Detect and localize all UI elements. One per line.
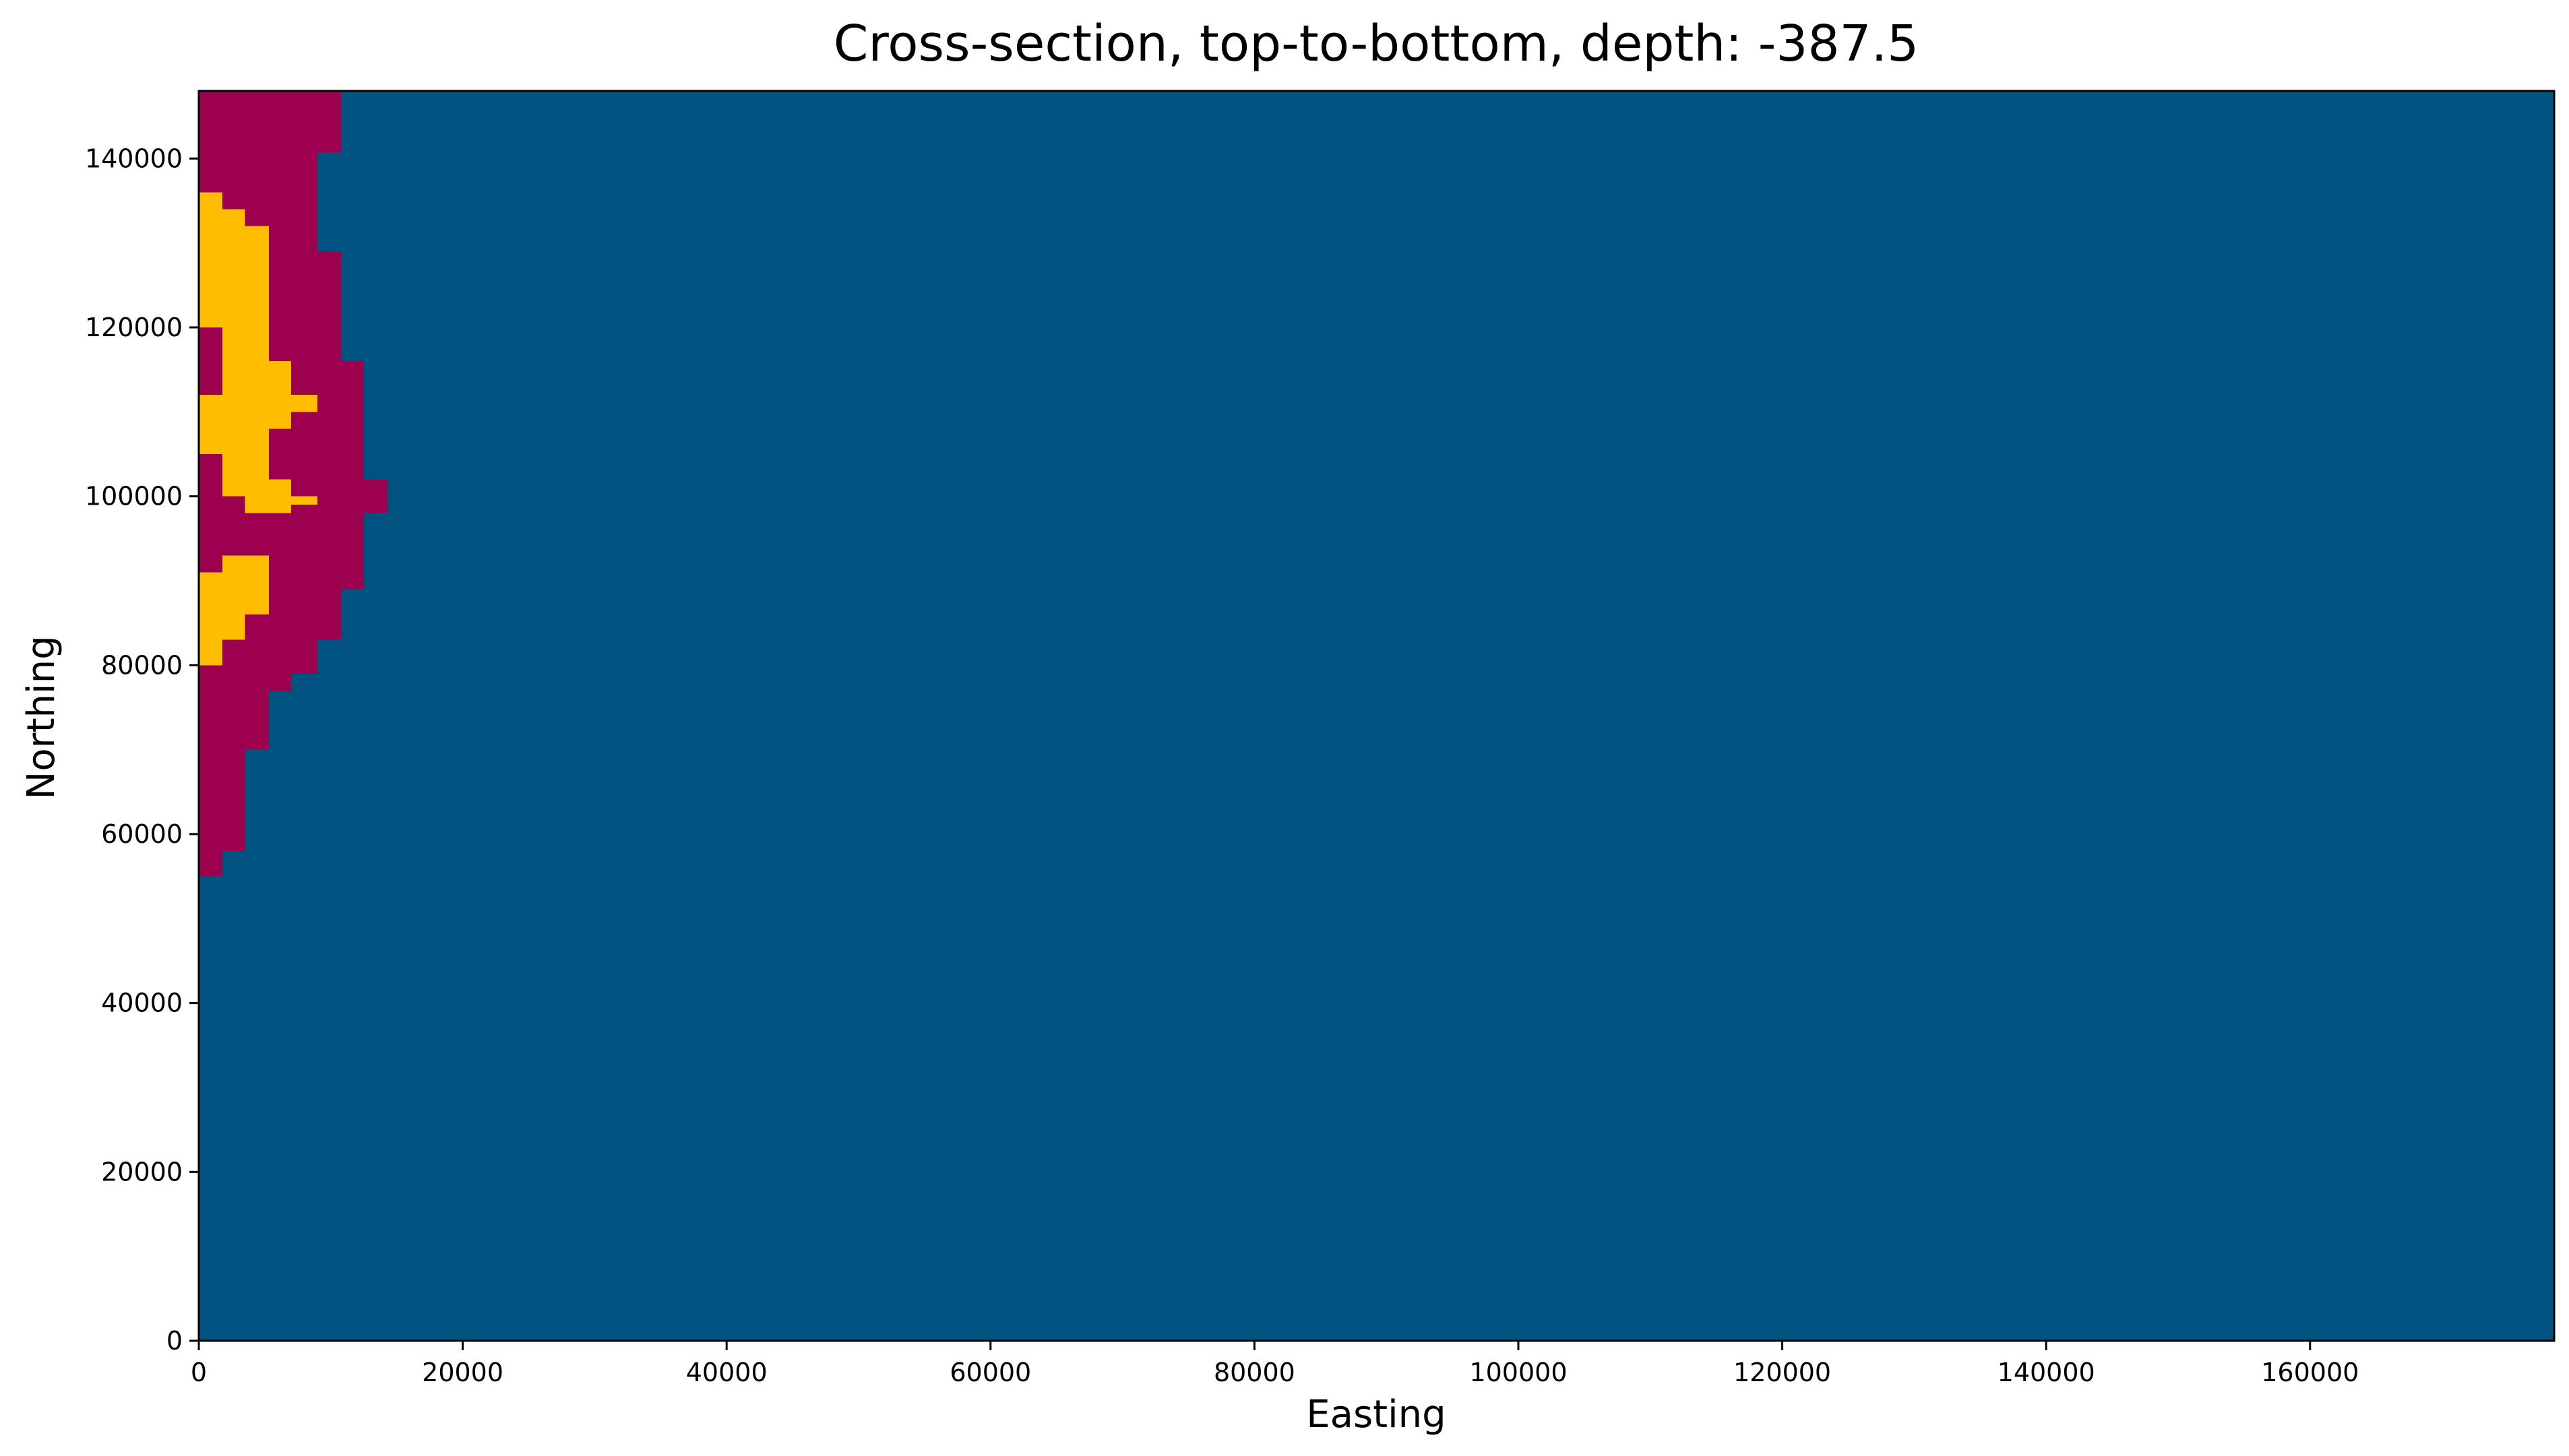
x-tick-label: 140000 xyxy=(1998,1358,2095,1387)
x-tick-label: 120000 xyxy=(1733,1358,1831,1387)
y-tick-label: 40000 xyxy=(101,988,183,1018)
yellow-unit-cell xyxy=(222,327,269,362)
yellow-unit-cell xyxy=(222,361,292,395)
yellow-unit-cell xyxy=(199,395,318,412)
x-tick-label: 40000 xyxy=(686,1358,768,1387)
x-tick-label: 20000 xyxy=(422,1358,503,1387)
yellow-unit-cell xyxy=(199,226,269,327)
yellow-unit-cell xyxy=(222,479,292,497)
y-tick-label: 20000 xyxy=(101,1157,183,1186)
background-unit-region xyxy=(199,91,2554,1341)
x-tick-label: 60000 xyxy=(950,1358,1031,1387)
x-tick-label: 100000 xyxy=(1469,1358,1567,1387)
magenta-unit-cell xyxy=(199,91,342,153)
yellow-unit-cell xyxy=(199,429,269,454)
chart-title: Cross-section, top-to-bottom, depth: -38… xyxy=(834,15,1919,73)
y-tick-label: 100000 xyxy=(85,482,183,511)
y-tick-label: 80000 xyxy=(101,650,183,680)
y-tick-label: 120000 xyxy=(85,313,183,342)
yellow-unit-cell xyxy=(222,453,269,480)
magenta-unit-cell xyxy=(199,152,318,193)
yellow-unit-cell xyxy=(222,555,269,573)
y-tick-label: 0 xyxy=(166,1326,183,1356)
magenta-unit-cell xyxy=(199,749,245,852)
yellow-unit-cell xyxy=(199,614,245,640)
y-tick-label: 60000 xyxy=(101,819,183,849)
magenta-unit-cell xyxy=(199,851,223,877)
plot-frame xyxy=(197,90,2556,1342)
magenta-unit-cell xyxy=(199,690,269,750)
yellow-unit-cell xyxy=(199,209,245,226)
yellow-unit-cell xyxy=(199,639,223,666)
plot-area xyxy=(197,90,2556,1342)
yellow-unit-cell xyxy=(199,412,292,429)
y-axis: 0 20000 40000 60000 80000 100000 120000 140000 xyxy=(85,144,199,1356)
x-tick-label: 0 xyxy=(191,1358,207,1387)
x-axis-label: Easting xyxy=(1306,1393,1446,1436)
y-axis-label: Northing xyxy=(20,635,63,799)
y-tick-label: 140000 xyxy=(85,144,183,173)
x-tick-label: 160000 xyxy=(2261,1358,2359,1387)
x-axis: 0 20000 40000 60000 80000 100000 120000 140000 1… xyxy=(191,1341,2359,1387)
yellow-unit-cell xyxy=(199,572,269,615)
yellow-unit-cell xyxy=(245,505,292,513)
yellow-unit-cell xyxy=(199,192,223,210)
magenta-unit-cell xyxy=(199,673,292,691)
x-tick-label: 80000 xyxy=(1214,1358,1295,1387)
yellow-unit-cell xyxy=(245,496,318,505)
